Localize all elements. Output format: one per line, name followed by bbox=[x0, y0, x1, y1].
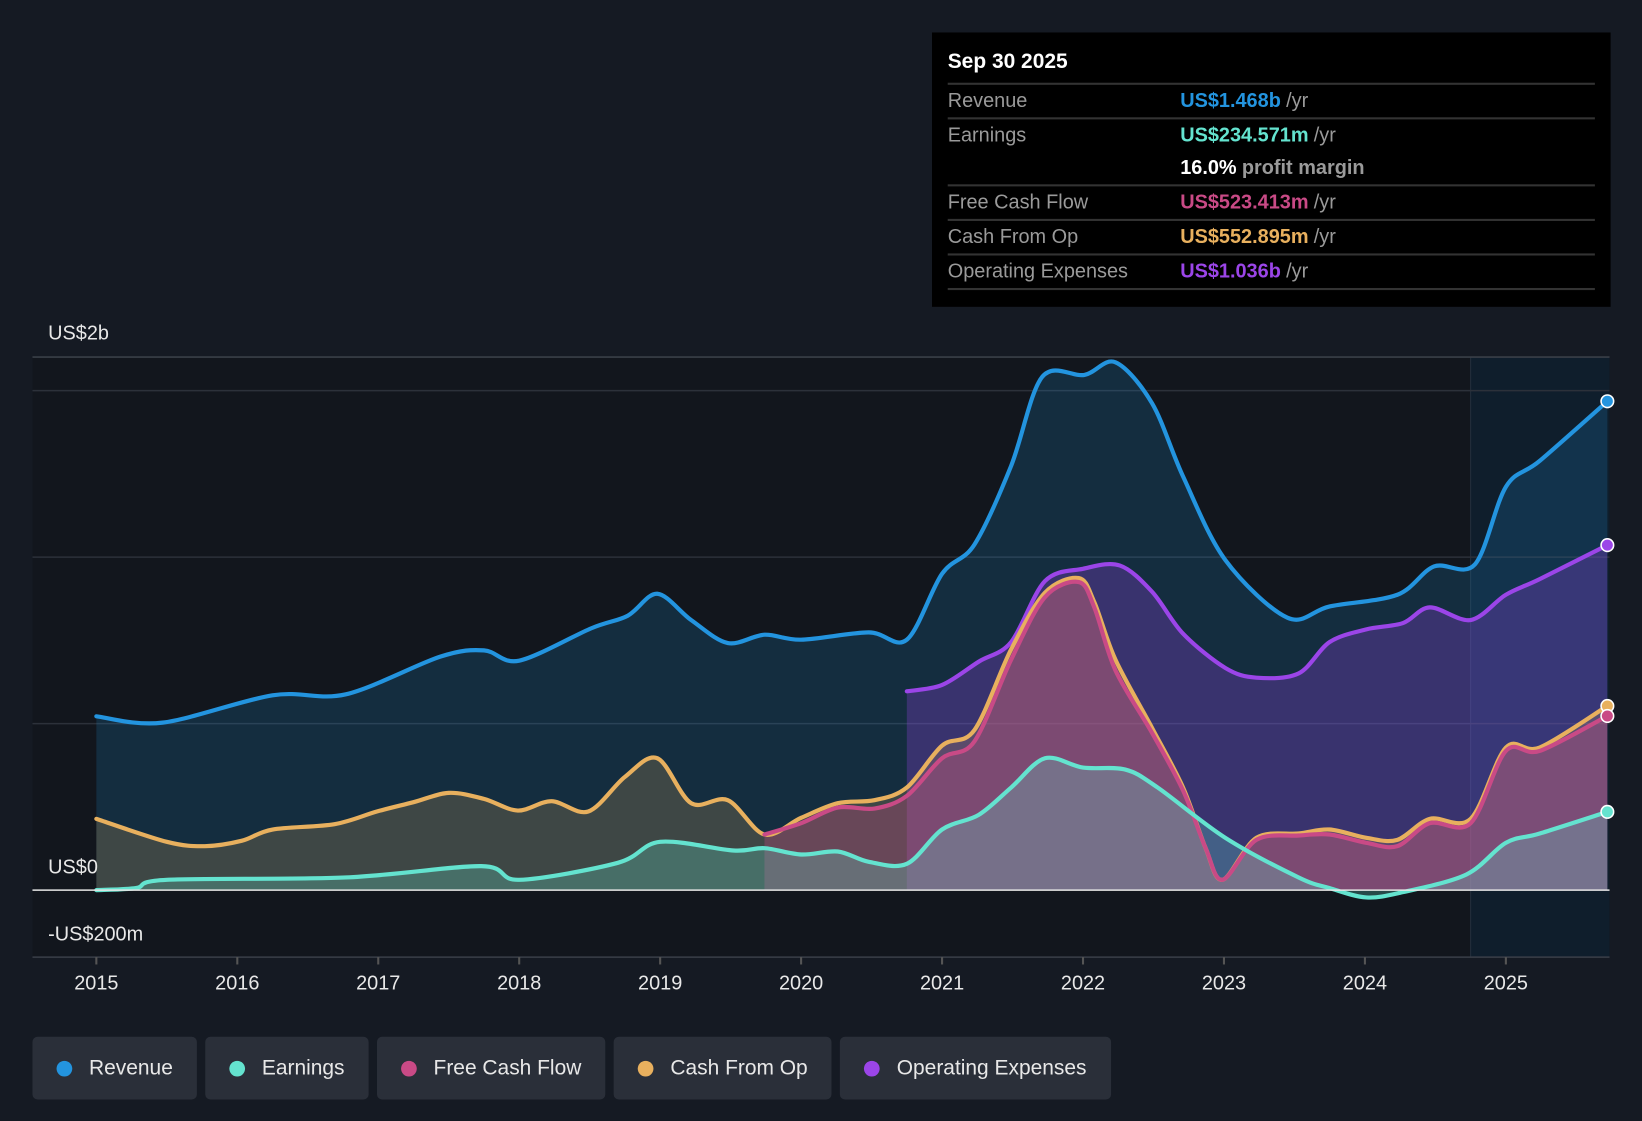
free-cash-flow-end-marker bbox=[1600, 708, 1615, 724]
free-cash-flow-area bbox=[764, 581, 1608, 891]
x-tick-label: 2018 bbox=[497, 973, 541, 995]
legend-item-revenue[interactable]: Revenue bbox=[32, 1036, 197, 1100]
plot-area bbox=[32, 357, 1610, 958]
legend: Revenue Earnings Free Cash Flow Cash From O… bbox=[32, 1036, 1111, 1100]
free-cash-flow-line bbox=[762, 579, 1610, 882]
legend-label: Earnings bbox=[261, 1056, 345, 1080]
earnings-area bbox=[96, 757, 1608, 898]
tooltip-unit: /yr bbox=[1313, 191, 1336, 214]
tooltip-row: Earnings US$234.571m/yr bbox=[948, 119, 1595, 151]
x-tick-label: 2023 bbox=[1202, 973, 1246, 995]
x-tick-label: 2015 bbox=[74, 973, 118, 995]
x-tick-label: 2020 bbox=[779, 973, 823, 995]
y-tick-label: -US$200m bbox=[48, 923, 143, 945]
tooltip-label: Revenue bbox=[947, 90, 1028, 113]
operating-expenses-end-marker bbox=[1600, 538, 1615, 553]
legend-item-operating-expenses[interactable]: Operating Expenses bbox=[840, 1036, 1111, 1100]
x-tick-label: 2024 bbox=[1343, 973, 1387, 995]
tooltip-value: US$1.468b bbox=[1180, 90, 1281, 113]
tooltip-row: Operating Expenses US$1.036b/yr bbox=[947, 256, 1595, 291]
forecast-shade bbox=[1470, 357, 1610, 958]
x-tick-label: 2021 bbox=[920, 973, 964, 995]
y-tick-label: US$0 bbox=[48, 856, 98, 878]
tooltip-date: Sep 30 2025 bbox=[947, 47, 1595, 85]
y-tick-label: US$2b bbox=[48, 322, 109, 344]
tooltip-label bbox=[948, 152, 1180, 184]
tooltip-unit: /yr bbox=[1313, 226, 1336, 249]
legend-item-free-cash-flow[interactable]: Free Cash Flow bbox=[376, 1036, 606, 1100]
tooltip-value: US$552.895m bbox=[1180, 226, 1309, 249]
cash-from-op-area bbox=[96, 577, 1608, 891]
tooltip-label: Free Cash Flow bbox=[947, 191, 1089, 214]
tooltip-row: Free Cash Flow US$523.413m/yr bbox=[947, 186, 1595, 221]
tooltip-label: Operating Expenses bbox=[947, 260, 1129, 283]
legend-item-cash-from-op[interactable]: Cash From Op bbox=[613, 1036, 832, 1100]
legend-dot-icon bbox=[401, 1060, 417, 1076]
tooltip-label: Cash From Op bbox=[947, 226, 1079, 249]
tooltip-unit: /yr bbox=[1286, 260, 1309, 283]
tooltip-value: US$1.036b bbox=[1180, 260, 1281, 283]
legend-dot-icon bbox=[229, 1060, 246, 1076]
operating-expenses-area bbox=[906, 545, 1608, 891]
x-tick-label: 2022 bbox=[1061, 973, 1105, 995]
x-tick-label: 2025 bbox=[1484, 973, 1528, 995]
legend-item-earnings[interactable]: Earnings bbox=[205, 1036, 369, 1100]
legend-label: Cash From Op bbox=[670, 1056, 808, 1080]
operating-expenses-line bbox=[904, 543, 1610, 694]
legend-label: Free Cash Flow bbox=[433, 1056, 582, 1080]
legend-dot-icon bbox=[864, 1060, 880, 1076]
tooltip-value: US$523.413m bbox=[1180, 191, 1309, 214]
tooltip: Sep 30 2025 Revenue US$1.468b/yr Earnings U… bbox=[932, 32, 1611, 307]
tooltip-value: US$234.571m bbox=[1180, 124, 1309, 147]
cash-from-op-line bbox=[94, 575, 1610, 882]
earnings-end-marker bbox=[1600, 804, 1615, 819]
revenue-area bbox=[96, 361, 1608, 891]
revenue-end-marker bbox=[1600, 394, 1615, 409]
tooltip-unit: profit margin bbox=[1241, 157, 1365, 180]
x-tick-label: 2016 bbox=[215, 973, 259, 995]
legend-label: Operating Expenses bbox=[896, 1056, 1087, 1080]
tooltip-row: Cash From Op US$552.895m/yr bbox=[947, 221, 1595, 256]
tooltip-unit: /yr bbox=[1313, 124, 1336, 147]
legend-label: Revenue bbox=[89, 1056, 173, 1080]
tooltip-label: Earnings bbox=[947, 124, 1027, 147]
tooltip-row: Revenue US$1.468b/yr bbox=[947, 85, 1595, 120]
revenue-line bbox=[94, 359, 1610, 726]
x-tick-label: 2019 bbox=[638, 973, 682, 995]
legend-dot-icon bbox=[637, 1060, 654, 1076]
tooltip-value: 16.0% bbox=[1180, 157, 1237, 180]
legend-dot-icon bbox=[56, 1060, 73, 1076]
tooltip-unit: /yr bbox=[1286, 90, 1309, 113]
earnings-line bbox=[94, 755, 1610, 900]
x-tick-label: 2017 bbox=[356, 973, 400, 995]
tooltip-row: 16.0% profit margin bbox=[947, 152, 1595, 187]
